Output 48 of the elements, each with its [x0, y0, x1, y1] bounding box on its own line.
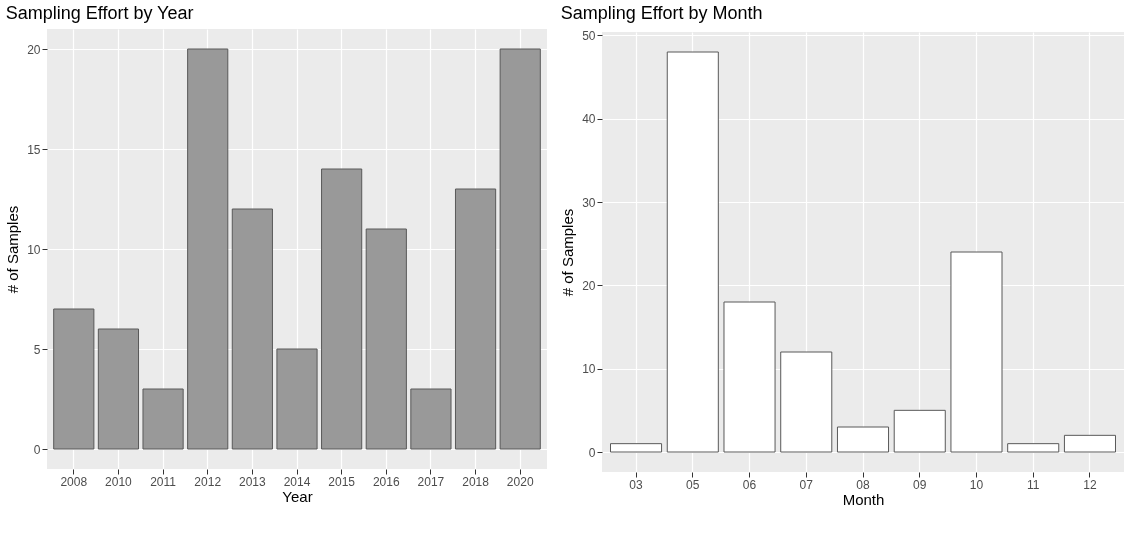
x-tick-label: 09 [913, 477, 927, 492]
bar [142, 388, 184, 450]
bar [97, 328, 140, 450]
x-tick-label: 2014 [283, 474, 311, 489]
x-tick-label: 2012 [194, 474, 222, 489]
x-tick-label: 10 [969, 477, 984, 492]
x-tick-label: 2017 [417, 474, 445, 489]
x-tick-label: 2010 [105, 474, 133, 489]
chart-title: Sampling Effort by Year [5, 3, 194, 23]
x-tick-label: 12 [1083, 477, 1097, 492]
y-tick-label: 0 [588, 445, 596, 460]
x-axis-title: Year [282, 487, 313, 505]
x-tick-label: 08 [856, 477, 870, 492]
bar [365, 228, 407, 450]
y-tick-label: 10 [582, 362, 596, 377]
y-tick-label: 10 [27, 242, 41, 257]
y-tick-label: 5 [33, 342, 41, 357]
y-axis-title: # of Samples [559, 208, 577, 297]
y-tick-label: 50 [582, 28, 596, 43]
y-tick-label: 20 [27, 42, 41, 57]
bar [187, 48, 229, 450]
chart-title: Sampling Effort by Month [560, 3, 763, 24]
y-tick-label: 20 [582, 278, 596, 293]
x-tick-label: 2020 [506, 474, 534, 489]
y-tick-label: 0 [33, 442, 41, 457]
bar [321, 168, 363, 450]
x-tick-label: 07 [799, 477, 814, 492]
bar [410, 388, 452, 450]
x-axis-title: Month [842, 490, 885, 508]
x-tick-label: 2008 [60, 474, 88, 489]
x-tick-label: 2018 [462, 474, 490, 489]
bar [276, 348, 318, 450]
x-tick-label: 06 [742, 477, 757, 492]
bar [499, 48, 541, 450]
bar [454, 188, 497, 450]
x-tick-label: 2013 [239, 474, 267, 489]
y-axis-title: # of Samples [4, 205, 22, 294]
bar [231, 208, 273, 450]
x-tick-label: 2015 [328, 474, 356, 489]
x-tick-label: 2011 [150, 474, 177, 489]
x-tick-label: 05 [686, 477, 700, 492]
x-tick-label: 2016 [372, 474, 400, 489]
x-tick-label: 11 [1026, 477, 1040, 492]
y-tick-label: 30 [582, 195, 596, 210]
bar [53, 308, 95, 450]
y-tick-label: 15 [27, 142, 41, 157]
y-tick-label: 40 [582, 112, 596, 127]
x-tick-label: 03 [629, 477, 644, 492]
